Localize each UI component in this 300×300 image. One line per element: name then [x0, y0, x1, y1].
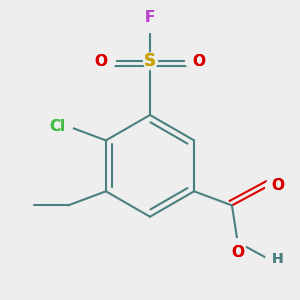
Text: O: O [231, 245, 244, 260]
Text: O: O [192, 54, 206, 69]
Text: S: S [144, 52, 156, 70]
Text: O: O [94, 54, 108, 69]
Text: O: O [272, 178, 284, 193]
Text: H: H [272, 252, 283, 266]
Text: S: S [144, 52, 156, 70]
Text: O: O [272, 178, 284, 193]
Text: H: H [272, 252, 283, 266]
Text: Cl: Cl [49, 119, 65, 134]
Text: F: F [145, 10, 155, 25]
Text: O: O [231, 245, 244, 260]
Text: Cl: Cl [49, 119, 65, 134]
Text: O: O [192, 54, 206, 69]
Text: O: O [94, 54, 108, 69]
Text: F: F [145, 10, 155, 25]
